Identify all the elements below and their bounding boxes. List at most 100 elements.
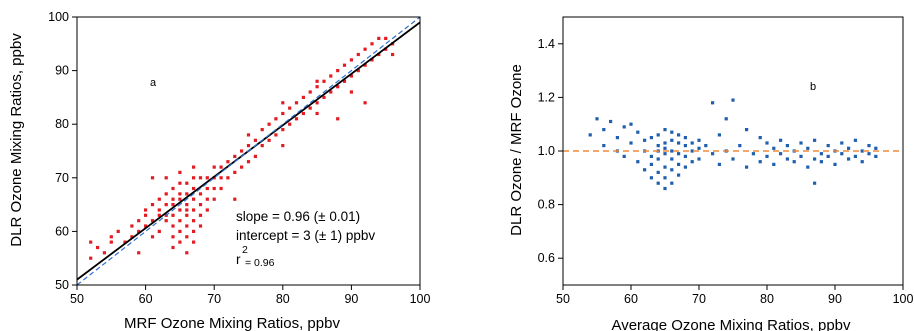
panel-a-data-point [185, 208, 189, 212]
panel-b-data-point [670, 138, 674, 142]
panel-a-data-point [294, 117, 299, 121]
panel-a-data-point [342, 63, 347, 67]
panel-a-data-point [212, 197, 216, 201]
panel-b-data-point [867, 152, 871, 156]
panel-b-data-point [724, 117, 728, 121]
panel-a-data-point [171, 235, 175, 239]
panel-b-data-point [717, 162, 721, 166]
panel-a-data-point [253, 138, 257, 142]
panel-a-data-point [192, 197, 196, 201]
panel-a-data-point [185, 213, 189, 217]
panel-a-data-point [198, 213, 203, 217]
panel-a-data-point [253, 154, 257, 158]
panel-a-data-point [260, 128, 264, 132]
panel-a-data-point [308, 106, 312, 110]
panel-a-data-point [198, 192, 203, 196]
panel-a-data-point [391, 52, 395, 57]
panel-b-data-point [663, 186, 667, 191]
panel-a-data-point [96, 245, 100, 250]
panel-b-data-point [649, 162, 653, 166]
y-tick-label: 1.4 [538, 37, 555, 51]
panel-b-data-point [663, 176, 667, 180]
panel-a-data-point [157, 197, 161, 201]
panel-b-data-point [683, 144, 687, 148]
panel-b-data-point [615, 136, 619, 140]
panel-a-data-point [281, 144, 285, 148]
y-tick-label: 80 [55, 117, 69, 131]
panel-a-data-point [178, 170, 182, 174]
panel-a-data-point [178, 181, 182, 185]
panel-a-data-point [288, 106, 292, 110]
panel-b-data-point [663, 128, 667, 132]
panel-a-data-point [171, 245, 175, 250]
panel-a-data-point [226, 176, 230, 180]
panel-b-data-point [629, 141, 633, 145]
panel-b-data-point [711, 152, 715, 156]
panel-a-data-point [137, 229, 141, 233]
panel-b-data-point [799, 154, 803, 158]
panel-b-data-point [670, 168, 674, 172]
panel-b-data-point [772, 162, 776, 166]
panel-a-data-point [185, 203, 189, 207]
panel-a-data-point [144, 224, 148, 228]
panel-a-data-point [356, 52, 360, 57]
panel-b-data-point [792, 160, 796, 164]
panel-b-data-point [799, 141, 803, 145]
panel-b-data-point [595, 117, 599, 121]
panel-a-data-point [109, 240, 113, 244]
panel-a-data-point [171, 203, 175, 207]
panel-b-data-point [602, 144, 606, 148]
panel-a-data-point [178, 192, 182, 196]
panel-b-data-point [840, 141, 844, 145]
y-tick-label: 0.8 [538, 198, 555, 212]
panel-b-data-point [656, 144, 660, 148]
panel-a-data-point [281, 111, 285, 116]
panel-a-data-point [164, 219, 168, 223]
panel-a-data-point [157, 229, 161, 233]
panel-b-data-point [656, 170, 660, 174]
panel-a-data-point [116, 229, 120, 233]
panel-b-data-point [690, 160, 694, 164]
panel-b-ticks: 50 60 70 80 90 100 0.6 0.8 1.0 1.2 1.4 [538, 37, 914, 306]
panel-a-data-point [233, 170, 237, 174]
panel-a-data-point [150, 176, 155, 180]
panel-a-data-point [137, 219, 141, 223]
slope-annotation: slope = 0.96 (± 0.01) [236, 209, 360, 224]
r2-annotation-superscript: 2 [242, 244, 248, 256]
panel-b-data-point [860, 149, 864, 153]
panel-b-data-point [649, 154, 653, 158]
panel-b-data-point [874, 146, 878, 150]
panel-b-data-point [833, 162, 837, 166]
panel-b-data-point [779, 138, 783, 142]
panel-a-plot-frame [76, 16, 421, 286]
panel-a-data-point [294, 101, 299, 105]
x-tick-label: 80 [760, 292, 774, 306]
panel-a-data-point [384, 36, 388, 40]
panel-a-data-point [342, 79, 347, 83]
panel-a-data-point [137, 251, 141, 255]
panel-b-data-point [656, 133, 660, 137]
panel-a-x-axis-label: MRF Ozone Mixing Ratios, ppbv [124, 315, 340, 331]
panel-b-data-point [622, 125, 626, 129]
panel-a-data-point [205, 208, 209, 212]
panel-a-data-point [315, 111, 319, 116]
panel-a-data-point [157, 213, 161, 217]
panel-b-data-point [697, 157, 701, 161]
panel-a-data-point [349, 58, 353, 62]
panel-a-data-point [349, 90, 353, 94]
panel-a-data-point [130, 235, 134, 239]
panel-b-data-point [622, 154, 626, 158]
panel-b-data-point [813, 181, 817, 185]
panel-b-data-point [663, 146, 667, 150]
panel-a-data-point [363, 63, 367, 67]
panel-b-data-point [602, 128, 606, 132]
panel-a-data-point [185, 181, 189, 185]
y-tick-label: 90 [55, 64, 69, 78]
panel-a-data-point [212, 186, 216, 191]
panel-a-data-point [329, 74, 333, 78]
panel-b-data-point [874, 154, 878, 158]
panel-b-data-point [670, 130, 674, 134]
x-tick-label: 50 [556, 292, 570, 306]
panel-b-data-point [697, 146, 701, 150]
panel-a-data-point [233, 197, 237, 201]
